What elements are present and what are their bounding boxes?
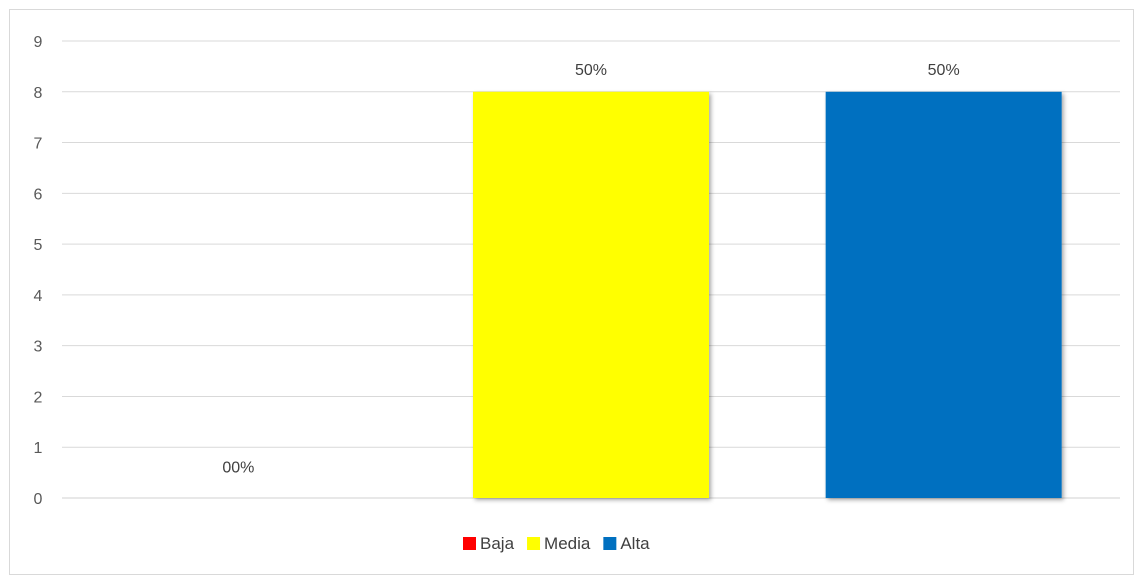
data-label-alta: 50% [928,62,960,79]
legend: Baja Media Alta [463,534,650,553]
legend-label-alta: Alta [620,534,650,553]
bar-alta [825,91,1062,499]
legend-swatch-baja [463,537,476,550]
y-tick-label-5: 5 [34,237,43,254]
bars [473,91,1062,499]
y-tick-label-6: 6 [34,186,43,203]
data-labels: 00% 50% 50% [222,62,959,477]
legend-item-alta: Alta [603,534,650,553]
data-label-baja: 00% [222,460,254,477]
y-tick-label-9: 9 [34,34,43,51]
y-tick-label-7: 7 [34,136,43,153]
legend-label-media: Media [544,534,591,553]
y-tick-label-2: 2 [34,389,43,406]
y-tick-label-1: 1 [34,440,43,457]
legend-label-baja: Baja [480,534,515,553]
y-tick-label-8: 8 [34,85,43,102]
legend-swatch-alta [603,537,617,550]
bar-media [473,91,709,499]
legend-item-baja: Baja [463,534,515,553]
legend-item-media: Media [527,534,591,553]
data-label-media: 50% [575,62,607,79]
y-tick-label-0: 0 [34,491,43,508]
y-tick-label-4: 4 [34,288,43,305]
legend-swatch-media [527,537,541,550]
y-axis: 0 1 2 3 4 5 6 7 8 9 [34,34,43,508]
y-tick-label-3: 3 [34,339,43,356]
